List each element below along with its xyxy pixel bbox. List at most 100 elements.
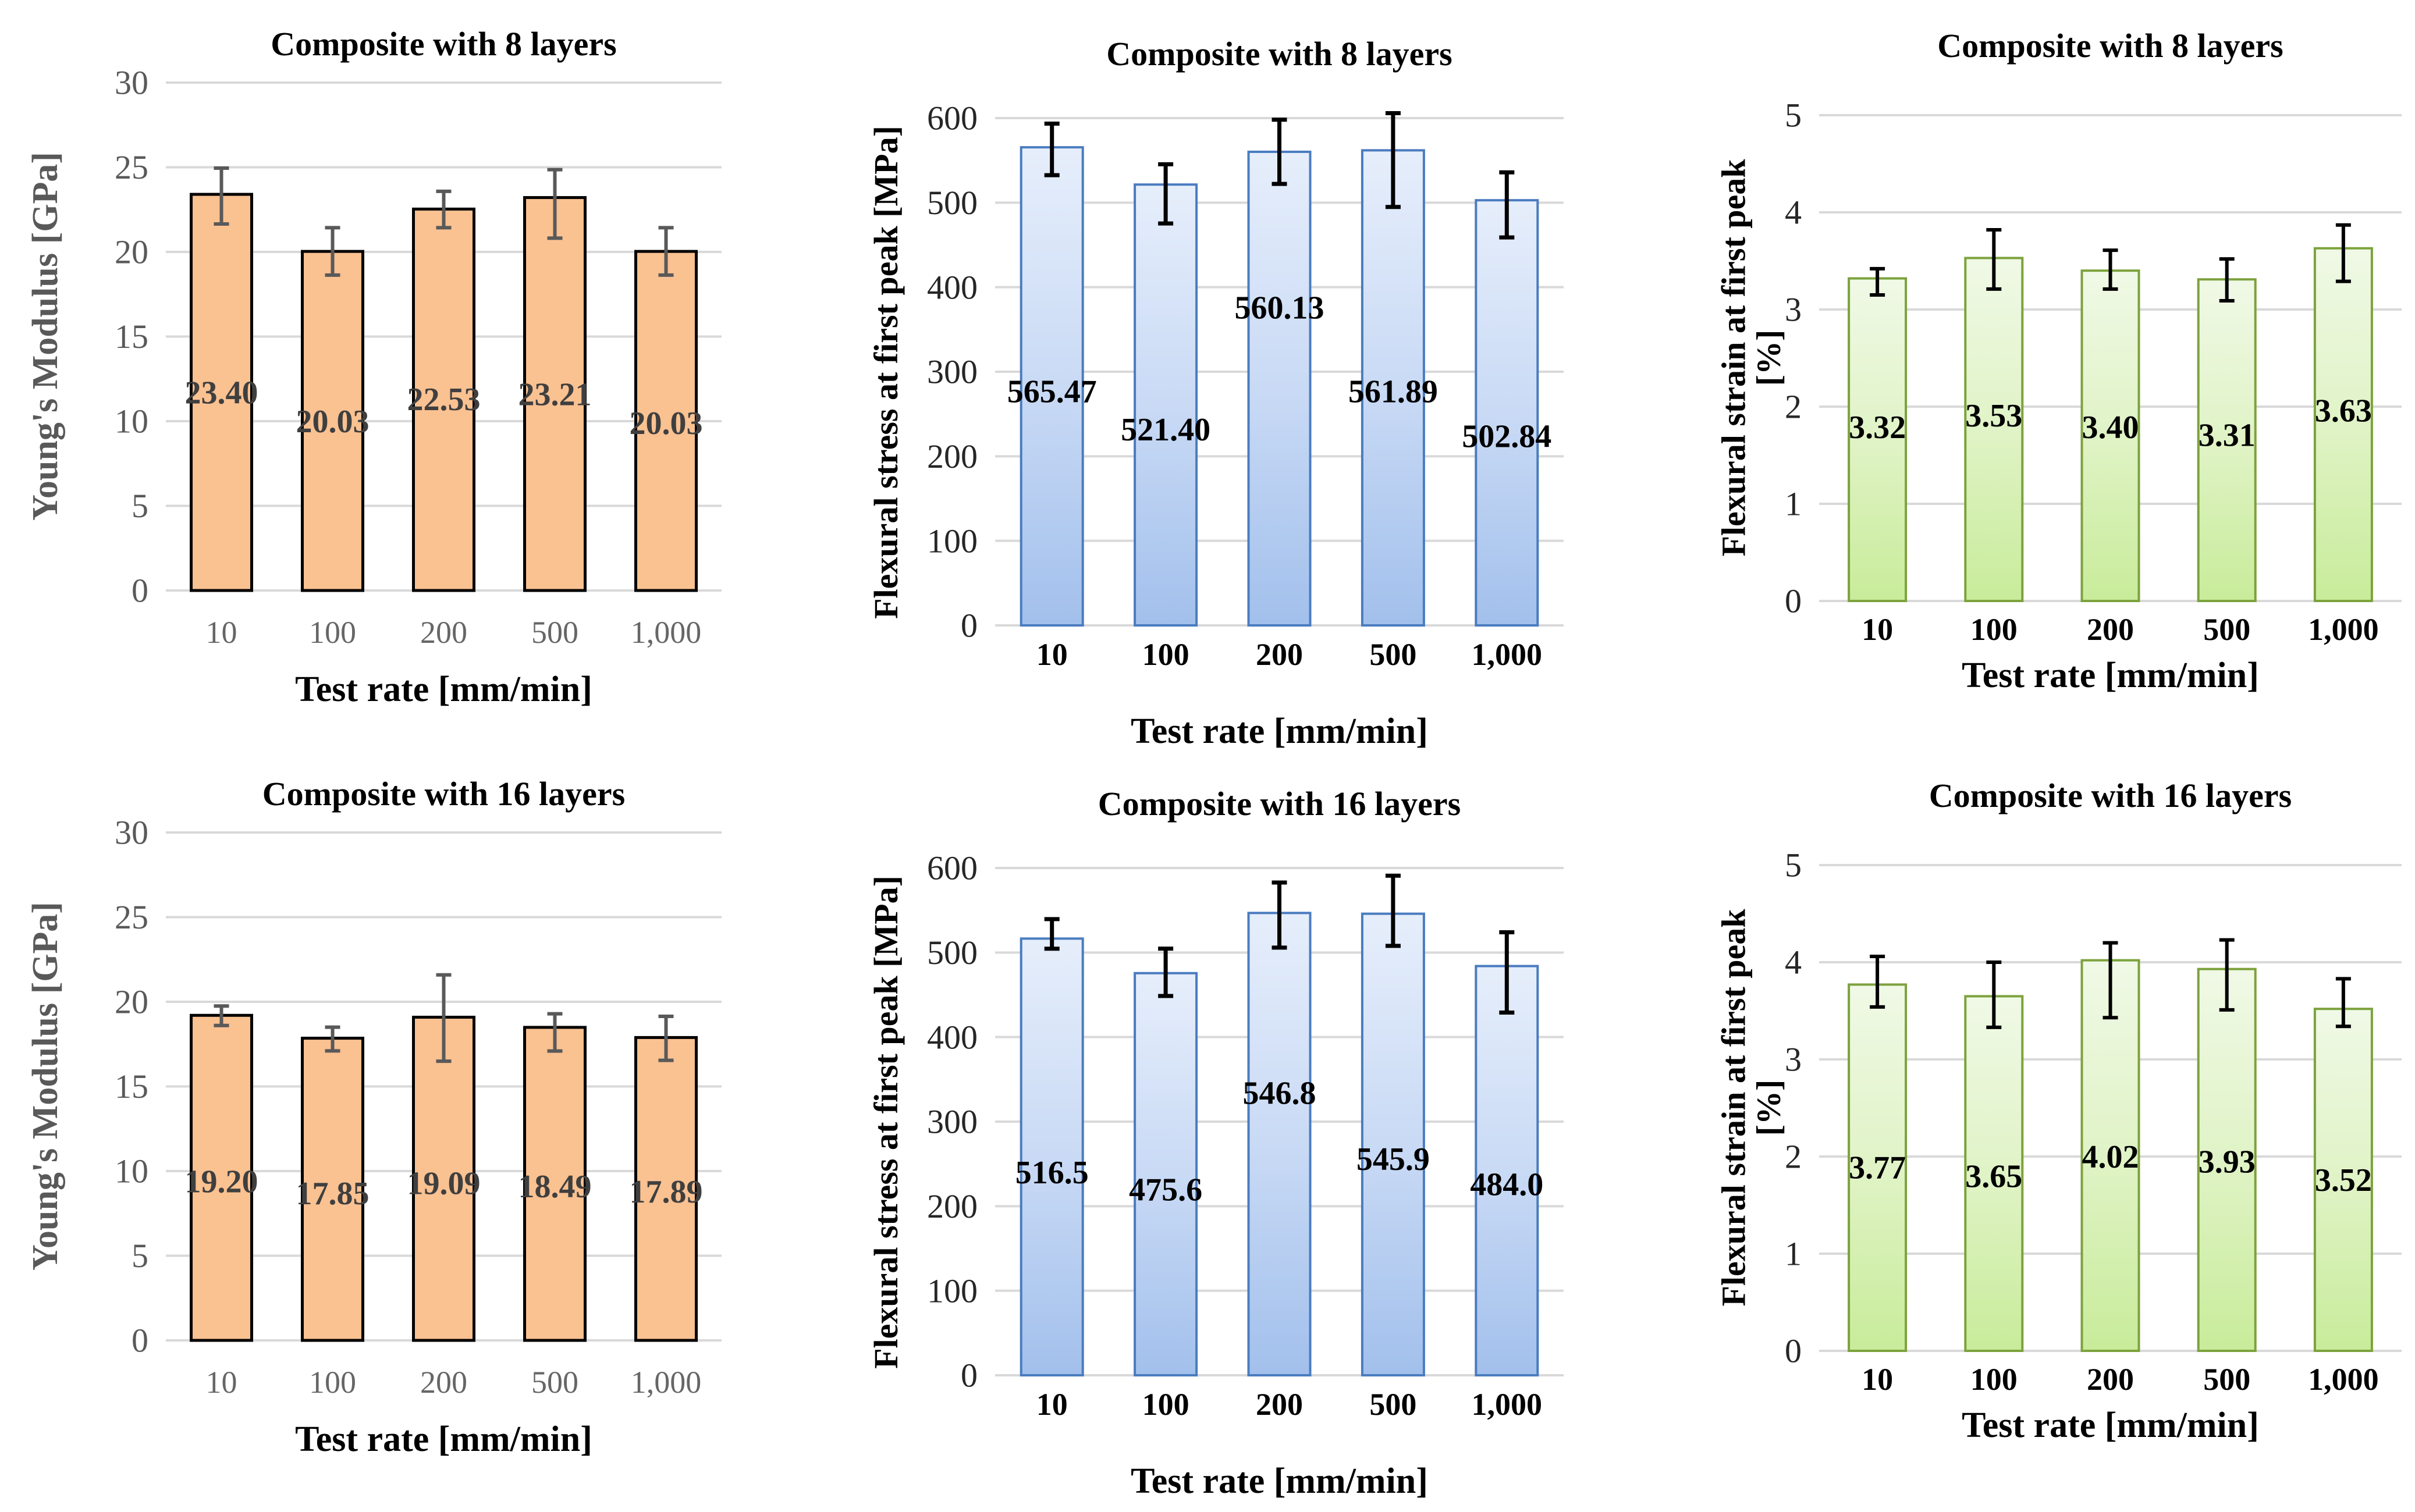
x-axis-title: Test rate [mm/min] — [1131, 711, 1428, 751]
x-axis-title: Test rate [mm/min] — [295, 670, 592, 709]
bar-value-label: 3.77 — [1849, 1150, 1906, 1186]
y-tick-label: 30 — [115, 814, 148, 852]
plot-area: 0 100 200 300 400 500 600 516.5 10 475.6 100 546.8 2… — [927, 849, 1564, 1422]
bar-value-label: 502.84 — [1462, 418, 1551, 454]
y-tick-label: 20 — [115, 983, 148, 1021]
x-tick-label: 10 — [1036, 637, 1068, 672]
bar — [190, 1013, 253, 1342]
x-tick-label: 500 — [1369, 1387, 1416, 1422]
chart-16layers-flexural-strain: 0 1 2 3 4 5 3.77 10 3.65 100 4.02 200 3.93 500 3.52 1,0… — [1610, 750, 2415, 1500]
y-tick-label: 600 — [927, 849, 978, 887]
bar-value-label: 18.49 — [518, 1169, 592, 1205]
bar — [1134, 183, 1198, 627]
bar-value-label: 4.02 — [2082, 1139, 2139, 1175]
plot-area: 0 5 10 15 20 25 30 23.40 10 20.03 100 22.53 200 23.21… — [115, 64, 722, 650]
bar — [2080, 269, 2140, 602]
bar-value-label: 484.0 — [1470, 1167, 1543, 1203]
y-tick-label: 400 — [927, 1018, 978, 1056]
bar — [2080, 959, 2140, 1353]
y-tick-label: 200 — [927, 1187, 978, 1225]
bar-value-label: 19.20 — [185, 1164, 258, 1200]
y-axis-title: Young's Modulus [GPa] — [25, 0, 65, 726]
chart-title: Composite with 8 layers — [271, 25, 617, 63]
y-axis-title: Flexural strain at first peak [%] — [1715, 0, 1788, 748]
bar-value-label: 561.89 — [1348, 373, 1438, 410]
x-tick-label: 200 — [2087, 1362, 2134, 1397]
x-tick-label: 500 — [531, 1365, 578, 1400]
plot-area: 0 1 2 3 4 5 3.77 10 3.65 100 4.02 200 3.93 500 3.52 1,0… — [1785, 846, 2402, 1397]
bar — [2197, 967, 2257, 1352]
plot-area: 0 5 10 15 20 25 30 19.20 10 17.85 100 19.09 200 18.49… — [115, 814, 722, 1400]
y-tick-label: 15 — [115, 1068, 148, 1105]
x-tick-label: 500 — [2203, 1362, 2250, 1397]
x-tick-label: 100 — [309, 615, 356, 650]
bar — [190, 193, 253, 592]
chart-title: Composite with 8 layers — [1106, 35, 1452, 73]
x-tick-label: 500 — [1369, 637, 1416, 672]
bar — [1020, 937, 1084, 1376]
y-tick-label: 0 — [132, 572, 148, 610]
bar-value-label: 3.32 — [1849, 410, 1906, 446]
x-tick-label: 100 — [1142, 637, 1189, 672]
bar-value-label: 17.89 — [630, 1174, 703, 1210]
x-axis-title: Test rate [mm/min] — [1962, 656, 2259, 695]
bar-value-label: 545.9 — [1356, 1141, 1430, 1177]
chart-16layers-flexural-stress: 0 100 200 300 400 500 600 516.5 10 475.6 100 546.8 2… — [805, 750, 1610, 1501]
bar-value-label: 560.13 — [1235, 290, 1324, 326]
x-tick-label: 10 — [1036, 1387, 1068, 1422]
bar — [1848, 983, 1908, 1353]
x-tick-label: 100 — [1970, 612, 2018, 647]
y-tick-label: 25 — [115, 148, 148, 186]
y-tick-label: 5 — [132, 487, 148, 525]
x-axis-title: Test rate [mm/min] — [1131, 1461, 1428, 1501]
chart-title: Composite with 16 layers — [1098, 785, 1461, 823]
y-tick-label: 100 — [927, 1272, 978, 1310]
y-tick-label: 5 — [132, 1237, 148, 1275]
y-axis-title-line: Flexural strain at first peak — [1714, 909, 1753, 1307]
y-tick-label: 0 — [132, 1322, 148, 1360]
x-tick-label: 1,000 — [631, 615, 702, 650]
x-tick-label: 10 — [1862, 612, 1893, 647]
bar — [1361, 912, 1425, 1377]
y-tick-label: 15 — [115, 318, 148, 355]
y-axis-title-line: Flexural stress at first peak [MPa] — [866, 126, 905, 619]
y-axis-title-line: [%] — [1750, 1079, 1788, 1136]
y-tick-label: 2 — [1785, 1138, 1802, 1176]
chart-8layers-youngs-modulus: 0 5 10 15 20 25 30 23.40 10 20.03 100 22.53 200 23.21… — [0, 0, 805, 750]
y-axis-title: Flexural stress at first peak [MPa] — [867, 732, 905, 1512]
chart-title: Composite with 16 layers — [262, 775, 626, 813]
bar — [1020, 146, 1084, 627]
y-axis-title-line: Young's Modulus [GPa] — [25, 152, 65, 521]
bar-value-label: 20.03 — [630, 405, 703, 442]
y-tick-label: 25 — [115, 898, 148, 936]
bar — [412, 1015, 475, 1342]
bar — [523, 196, 587, 592]
x-tick-label: 10 — [206, 615, 237, 650]
plot-area: 0 1 2 3 4 5 3.32 10 3.53 100 3.40 200 3.31 500 3.63 1,0… — [1785, 97, 2402, 647]
x-tick-label: 100 — [1970, 1362, 2018, 1397]
y-tick-label: 3 — [1785, 291, 1802, 329]
y-tick-label: 1 — [1785, 1235, 1802, 1273]
x-tick-label: 1,000 — [631, 1365, 702, 1400]
x-tick-label: 200 — [420, 615, 467, 650]
bar — [1134, 972, 1198, 1376]
x-axis-title: Test rate [mm/min] — [1962, 1406, 2259, 1445]
chart-8layers-flexural-strain: 0 1 2 3 4 5 3.32 10 3.53 100 3.40 200 3.31 500 3.63 1,0… — [1610, 0, 2415, 750]
bar-value-label: 23.21 — [518, 376, 592, 412]
bar-value-label: 19.09 — [407, 1165, 481, 1201]
bar — [523, 1026, 587, 1342]
bar — [2313, 247, 2373, 603]
y-axis-title: Young's Modulus [GPa] — [26, 696, 65, 1476]
y-tick-label: 5 — [1785, 846, 1802, 884]
bar — [412, 207, 475, 592]
y-tick-label: 300 — [927, 353, 978, 391]
x-tick-label: 200 — [420, 1365, 467, 1400]
bar — [2313, 1008, 2373, 1353]
x-tick-label: 500 — [531, 615, 578, 650]
y-tick-label: 200 — [927, 437, 978, 475]
bar-value-label: 20.03 — [296, 404, 370, 440]
bar-value-label: 3.31 — [2199, 417, 2256, 453]
bar-value-label: 23.40 — [185, 375, 258, 411]
y-tick-label: 3 — [1785, 1041, 1802, 1079]
